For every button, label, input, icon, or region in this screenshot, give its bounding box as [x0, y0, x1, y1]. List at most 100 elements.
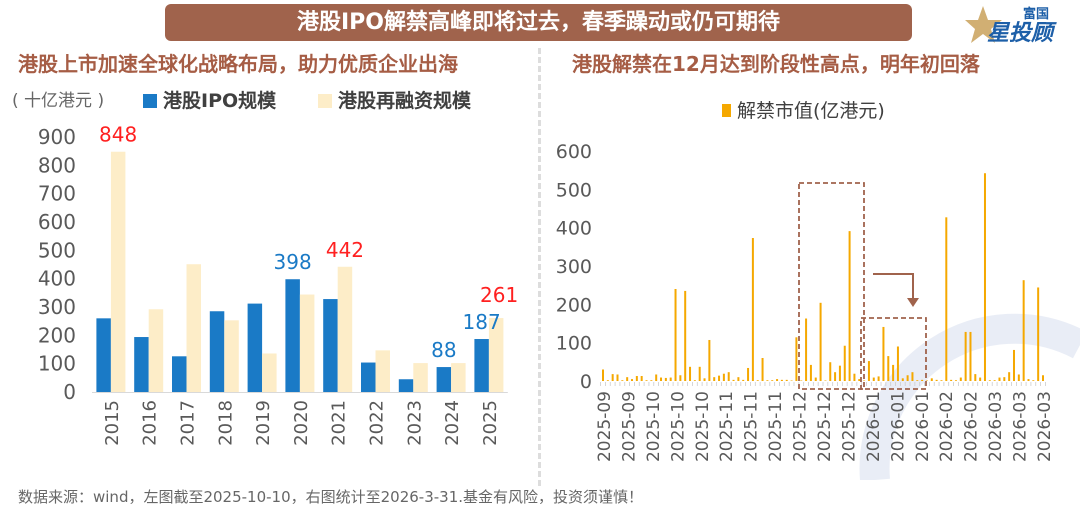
bar-unlock — [1022, 280, 1025, 381]
x-tick-label: 2025-10 — [693, 391, 713, 462]
bar-unlock — [616, 374, 619, 381]
legend-swatch-unlock — [722, 104, 731, 117]
y-tick-label: 0 — [63, 380, 76, 404]
bar-unlock — [621, 380, 624, 381]
bar-refi — [186, 264, 201, 392]
bar-unlock — [780, 379, 783, 381]
bar-unlock — [964, 331, 967, 381]
y-tick-label: 400 — [38, 267, 76, 291]
x-tick-label: 2025-11 — [766, 391, 786, 462]
bar-unlock — [824, 380, 827, 381]
bar-unlock — [747, 367, 750, 381]
x-tick-label: 2026-03 — [1011, 391, 1031, 462]
x-tick-label: 2018 — [215, 400, 236, 446]
bar-unlock — [867, 361, 870, 381]
bar-unlock — [1042, 375, 1044, 381]
bar-unlock — [640, 376, 643, 381]
bar-unlock — [689, 366, 692, 381]
bar-ipo — [247, 303, 263, 392]
x-tick-label: 2015 — [102, 400, 123, 446]
x-tick-label: 2023 — [404, 400, 425, 446]
bar-unlock — [790, 380, 793, 381]
y-tick-label: 800 — [38, 153, 76, 177]
y-tick-label: 500 — [556, 179, 592, 201]
bar-unlock — [722, 373, 725, 381]
x-tick-label: 2022 — [367, 400, 388, 446]
bar-unlock — [829, 362, 832, 381]
bar-unlock — [737, 377, 740, 381]
right-chart-title: 港股解禁在12月达到阶段性高点，明年初回落 — [572, 52, 980, 76]
y-tick-label: 900 — [38, 125, 76, 149]
x-tick-label: 2025-09 — [595, 391, 615, 462]
bar-unlock — [872, 377, 875, 381]
bar-unlock — [887, 356, 890, 381]
bar-unlock — [602, 369, 604, 381]
bar-ipo — [323, 299, 338, 392]
y-tick-label: 400 — [556, 218, 592, 240]
bar-unlock — [1027, 379, 1030, 381]
bar-unlock — [650, 380, 653, 381]
bar-unlock — [838, 365, 841, 381]
annotation-box-december — [798, 182, 865, 390]
bar-unlock — [751, 238, 754, 381]
y-tick-label: 600 — [38, 210, 76, 234]
star-icon — [965, 6, 1002, 43]
legend-ipo: 港股IPO规模 — [143, 86, 276, 113]
bar-unlock — [896, 346, 899, 381]
x-tick-label: 2025-09 — [619, 391, 639, 462]
bar-unlock — [664, 377, 667, 381]
bar-unlock — [863, 380, 866, 381]
bar-unlock — [776, 379, 779, 381]
bar-refi — [224, 320, 239, 392]
bar-unlock — [983, 173, 986, 381]
bar-unlock — [718, 375, 721, 381]
bar-unlock — [858, 379, 861, 381]
bar-unlock — [611, 374, 614, 381]
legend-refi: 港股再融资规模 — [318, 86, 471, 113]
bar-unlock — [906, 375, 909, 381]
bar-ipo — [361, 362, 376, 392]
y-tick-label: 100 — [556, 333, 592, 355]
bar-unlock — [834, 372, 837, 381]
x-tick-label: 2026-01 — [913, 391, 933, 462]
data-label: 261 — [480, 283, 518, 307]
bar-refi — [148, 309, 164, 392]
x-tick-label: 2024 — [442, 400, 463, 446]
x-tick-label: 2020 — [291, 400, 312, 446]
bar-unlock — [635, 376, 638, 381]
bar-unlock — [708, 339, 711, 381]
bar-unlock — [979, 377, 982, 381]
y-tick-label: 100 — [38, 352, 76, 376]
bar-unlock — [645, 380, 648, 381]
bar-unlock — [843, 345, 846, 381]
bar-unlock — [1032, 380, 1035, 381]
bar-unlock — [969, 331, 972, 381]
bar-unlock — [819, 302, 822, 381]
bar-unlock — [727, 372, 730, 381]
data-label: 848 — [99, 123, 137, 147]
y-tick-label: 200 — [556, 294, 592, 316]
y-tick-label: 0 — [580, 371, 592, 393]
x-tick-label: 2021 — [329, 400, 350, 446]
bar-ipo — [474, 339, 489, 392]
logo: 富国 星投顾 — [965, 6, 1057, 46]
bar-unlock — [655, 374, 658, 381]
y-tick-label: 200 — [38, 323, 76, 347]
bar-ipo — [436, 367, 452, 392]
bar-unlock — [785, 379, 788, 381]
x-tick-label: 2026-02 — [937, 391, 957, 462]
x-tick-label: 2025-10 — [644, 391, 664, 462]
bar-ipo — [209, 311, 225, 392]
bar-unlock — [925, 380, 928, 381]
bar-unlock — [684, 290, 687, 381]
x-tick-label: 2025-12 — [815, 391, 835, 462]
bar-unlock — [853, 373, 856, 381]
bar-unlock — [959, 377, 962, 381]
bar-unlock — [1017, 374, 1020, 381]
bar-refi — [413, 363, 428, 392]
x-tick-label: 2025-12 — [791, 391, 811, 462]
annotation-box-january — [860, 317, 927, 390]
legend-label-unlock: 解禁市值(亿港元) — [737, 100, 885, 122]
bar-unlock — [669, 377, 672, 381]
bar-unlock — [930, 378, 933, 381]
